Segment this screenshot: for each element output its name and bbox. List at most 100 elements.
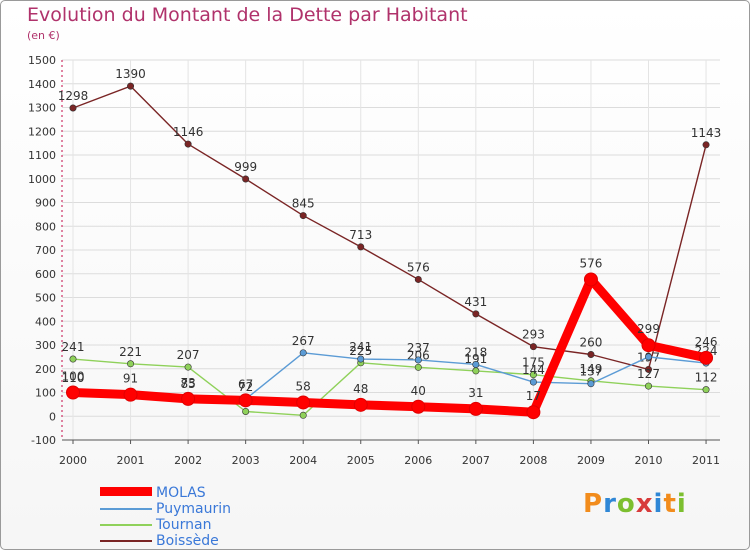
logo-letter: t	[663, 489, 677, 519]
data-point-molas	[468, 401, 483, 416]
y-tick-label: 500	[35, 292, 56, 305]
data-label-puymaurin: 85	[180, 377, 195, 391]
x-tick-label: 2009	[577, 454, 605, 467]
data-point-tournan	[529, 371, 537, 379]
logo-letter: o	[616, 489, 636, 519]
data-point-molas	[583, 272, 598, 287]
y-tick-label: 0	[49, 410, 56, 423]
data-label-molas: 17	[526, 389, 541, 403]
logo-letter: i	[653, 489, 664, 519]
chart-subtitle: (en €)	[27, 29, 60, 42]
data-point-tournan	[127, 360, 135, 368]
data-label-boissde: 293	[522, 328, 545, 342]
data-label-boissde: 999	[234, 160, 257, 174]
data-point-boissde	[472, 310, 480, 318]
data-point-molas	[353, 397, 368, 412]
y-tick-label: 200	[35, 363, 56, 376]
data-label-molas: 299	[637, 322, 660, 336]
data-point-puymaurin	[587, 380, 595, 388]
data-label-boissde: 1146	[173, 125, 204, 139]
data-label-molas: 576	[579, 256, 602, 270]
data-label-tournan: 191	[464, 352, 487, 366]
x-tick-label: 2007	[462, 454, 490, 467]
y-tick-label: 300	[35, 339, 56, 352]
data-point-boissde	[529, 343, 537, 351]
data-label-boissde: 576	[407, 260, 430, 274]
data-point-boissde	[184, 140, 192, 148]
data-label-boissde: 260	[579, 336, 602, 350]
data-label-puymaurin: 218	[464, 345, 487, 359]
data-point-molas	[66, 385, 80, 400]
data-point-molas	[296, 395, 311, 410]
y-tick-label: 1000	[28, 173, 56, 186]
data-label-boissde: 713	[349, 228, 372, 242]
data-point-boissde	[702, 141, 710, 149]
y-tick-label: 600	[35, 268, 56, 281]
legend-label-molas: MOLAS	[156, 485, 206, 501]
data-label-molas: 40	[411, 384, 426, 398]
y-tick-label: -100	[31, 434, 56, 447]
data-label-puymaurin: 267	[292, 334, 315, 348]
y-tick-label: 1500	[28, 54, 56, 67]
data-point-boissde	[357, 243, 365, 251]
data-label-puymaurin: 137	[579, 365, 602, 379]
y-tick-label: 800	[35, 220, 56, 233]
data-label-molas: 58	[296, 379, 311, 393]
data-point-tournan	[184, 363, 192, 371]
data-label-boissde: 845	[292, 197, 315, 211]
data-label-tournan: 206	[407, 348, 430, 362]
data-label-tournan: 175	[522, 356, 545, 370]
legend-swatch-boissede	[100, 540, 152, 542]
data-point-molas	[411, 399, 426, 414]
x-tick-label: 2004	[289, 454, 317, 467]
data-point-boissde	[69, 104, 77, 112]
logo-letter: i	[676, 489, 687, 519]
y-tick-label: 1300	[28, 102, 56, 115]
data-label-tournan: 112	[695, 371, 718, 385]
x-tick-label: 2010	[635, 454, 663, 467]
data-label-molas: 91	[123, 372, 138, 386]
data-label-tournan: 207	[177, 348, 200, 362]
data-point-puymaurin	[414, 356, 422, 364]
data-point-boissde	[127, 82, 135, 90]
data-point-molas	[641, 338, 656, 353]
logo-letter: x	[635, 489, 654, 519]
data-label-boissde: 1390	[115, 67, 146, 81]
logo-letter: r	[603, 489, 617, 519]
legend-label-puymaurin: Puymaurin	[156, 501, 231, 517]
data-label-boissde: 1298	[58, 89, 89, 103]
data-point-boissde	[414, 275, 422, 283]
data-point-boissde	[587, 350, 595, 358]
series-line-boissde	[72, 85, 707, 371]
data-label-puymaurin: 72	[238, 380, 253, 394]
x-tick-label: 2005	[347, 454, 375, 467]
data-label-puymaurin: 144	[522, 363, 545, 377]
data-point-puymaurin	[529, 378, 537, 386]
data-point-boissde	[644, 365, 652, 373]
data-point-puymaurin	[644, 353, 652, 361]
data-label-tournan: 241	[62, 340, 85, 354]
data-point-boissde	[242, 175, 250, 183]
legend-label-tournan: Tournan	[156, 517, 212, 533]
data-point-tournan	[242, 407, 250, 415]
data-label-tournan: 127	[637, 367, 660, 381]
series-line-tournan	[72, 358, 707, 416]
data-label-molas: 73	[180, 376, 195, 390]
data-point-molas	[699, 350, 714, 365]
data-label-tournan: 221	[119, 345, 142, 359]
data-point-molas	[238, 393, 253, 408]
y-tick-label: 400	[35, 315, 56, 328]
data-point-tournan	[472, 367, 480, 375]
data-point-tournan	[644, 382, 652, 390]
data-point-molas	[181, 391, 196, 406]
data-point-puymaurin	[357, 355, 365, 363]
legend-swatch-molas	[100, 487, 152, 496]
y-tick-label: 100	[35, 387, 56, 400]
logo-letter: P	[583, 489, 604, 519]
data-label-molas: 48	[353, 382, 368, 396]
y-tick-label: 900	[35, 197, 56, 210]
data-label-molas: 246	[695, 335, 718, 349]
x-tick-label: 2002	[174, 454, 202, 467]
